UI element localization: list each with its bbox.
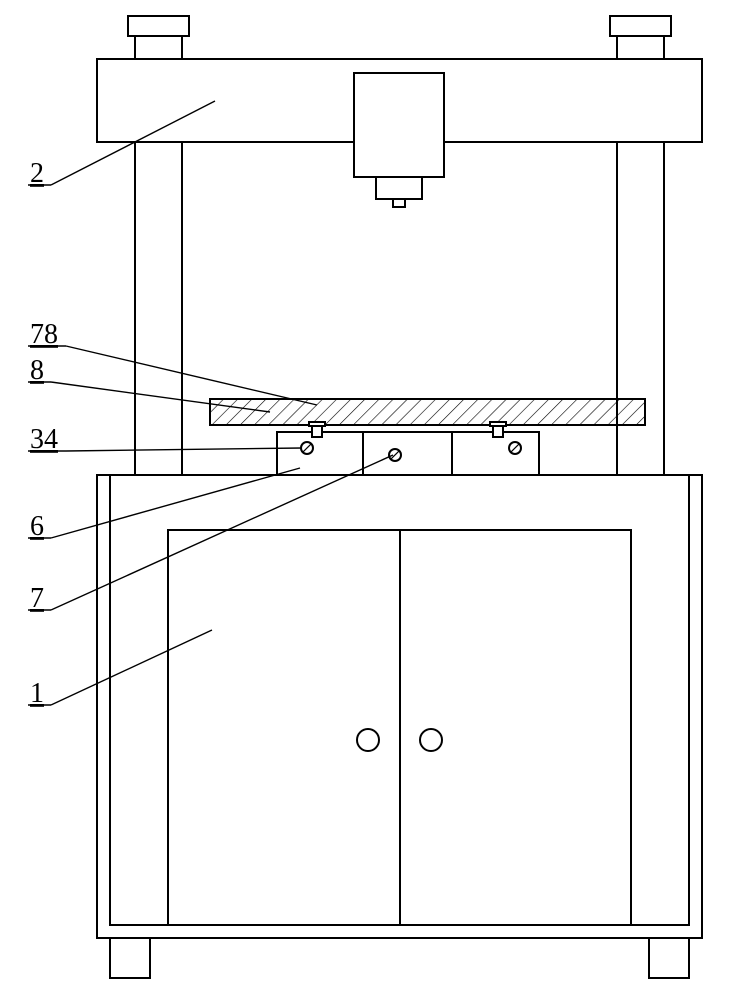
- labels: 278834671: [30, 158, 58, 709]
- technical-drawing: 278834671: [0, 0, 756, 1000]
